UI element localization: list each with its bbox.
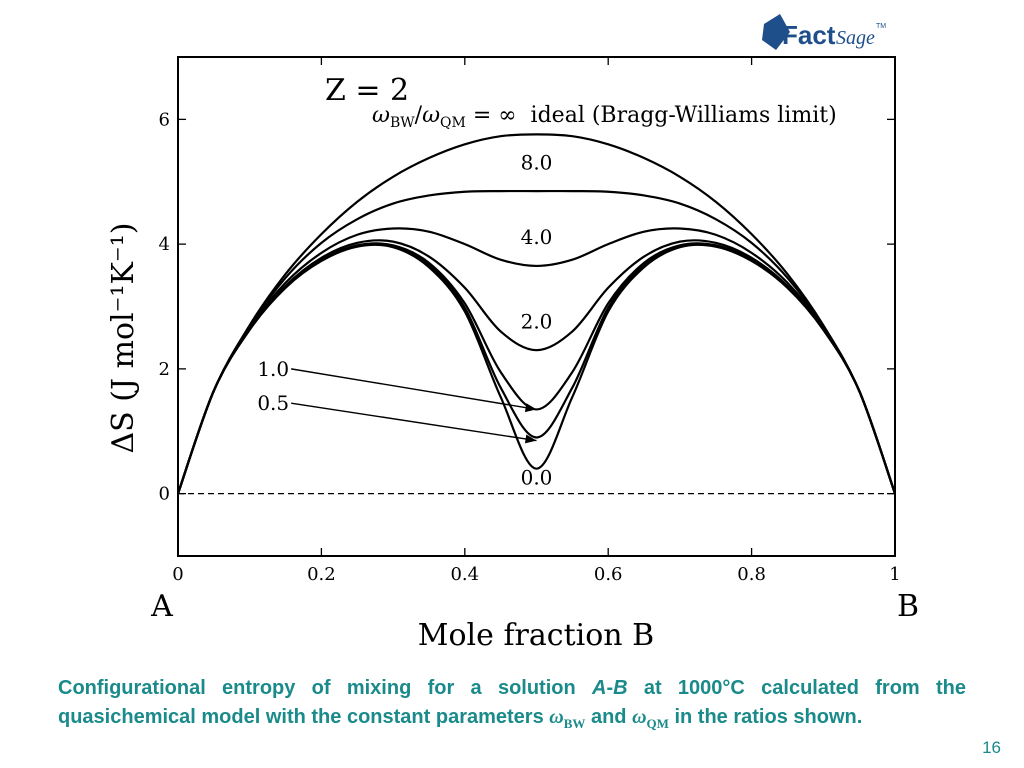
caption-sub-qm: QM <box>646 716 669 731</box>
curve-label: 4.0 <box>521 225 553 249</box>
ratio-omega-bw: ω <box>372 103 390 128</box>
logo-text-second: Sage <box>836 27 875 49</box>
x-tick-label: 0.4 <box>450 564 479 585</box>
x-axis-label: Mole fraction B <box>418 618 654 653</box>
factsage-logo: Fact Sage TM <box>762 14 886 50</box>
y-tick-label: 4 <box>159 234 170 255</box>
y-tick-label: 6 <box>159 109 170 130</box>
y-tick-label: 0 <box>159 484 170 505</box>
caption-omega-bw: ω <box>549 706 564 728</box>
label-arrow-line <box>291 402 537 442</box>
caption-b: B <box>613 677 628 699</box>
caption-text-1: Configurational entropy of mixing for a … <box>58 677 592 699</box>
page-number: 16 <box>982 738 1001 757</box>
chart-title: Z = 2 <box>325 73 409 108</box>
arrow-curve-label: 0.5 <box>257 391 289 415</box>
caption-text-3: in the ratios shown. <box>668 706 863 728</box>
curve-label: 8.0 <box>521 150 553 174</box>
series-line-2 <box>176 227 897 494</box>
entropy-chart: 0 0.2 0.4 0.6 0.8 1 0 2 4 6 8.0 4.0 2.0 0.0 1.0 0.5 Z … <box>106 56 919 653</box>
logo-mark-icon <box>762 14 790 50</box>
caption-sub-bw: BW <box>563 716 586 731</box>
annotation-layer: 8.0 4.0 2.0 0.0 1.0 0.5 <box>257 150 552 489</box>
figure-caption: Configurational entropy of mixing for a … <box>58 674 966 738</box>
x-tick-label: 0.8 <box>737 564 766 585</box>
logo-text-main: Fact <box>782 20 836 50</box>
label-arrow-line <box>291 368 537 411</box>
x-tick-label: 1 <box>889 564 900 585</box>
ratio-annotation: ωBW/ωQM = ∞ ideal (Bragg-Williams limit) <box>372 103 837 131</box>
curve-label: 0.0 <box>521 465 553 489</box>
ratio-rest: = ∞ ideal (Bragg-Williams limit) <box>466 103 837 128</box>
ratio-sub-bw: BW <box>390 115 415 131</box>
arrow-curve-label: 1.0 <box>257 357 289 381</box>
series-line-1 <box>176 189 897 494</box>
caption-text-2: at 1000°C calculated from the quasichemi… <box>58 677 966 728</box>
x-tick-label: 0.2 <box>307 564 336 585</box>
caption-omega-qm: ω <box>632 706 647 728</box>
series-line-0 <box>176 133 897 494</box>
curve-label: 2.0 <box>521 309 553 333</box>
logo-tm: TM <box>876 23 886 30</box>
series-layer <box>176 133 897 494</box>
end-label-b: B <box>897 589 919 624</box>
x-tick-label: 0.6 <box>594 564 623 585</box>
y-axis-label: ΔS (J mol⁻¹K⁻¹) <box>106 223 141 454</box>
caption-dash: - <box>606 677 614 699</box>
ratio-omega-qm: ω <box>422 103 440 128</box>
ticks-layer: 0 0.2 0.4 0.6 0.8 1 0 2 4 6 <box>159 57 901 585</box>
label-arrow-head <box>524 403 537 413</box>
y-tick-label: 2 <box>159 359 170 380</box>
caption-a: A <box>592 677 607 699</box>
x-tick-label: 0 <box>172 564 183 585</box>
ratio-slash: / <box>415 103 423 128</box>
end-label-a: A <box>150 589 173 624</box>
label-arrow-head <box>524 434 537 444</box>
caption-and: and <box>585 706 633 728</box>
series-line-6 <box>176 243 897 494</box>
ratio-sub-qm: QM <box>440 115 466 131</box>
plot-frame <box>177 56 896 557</box>
